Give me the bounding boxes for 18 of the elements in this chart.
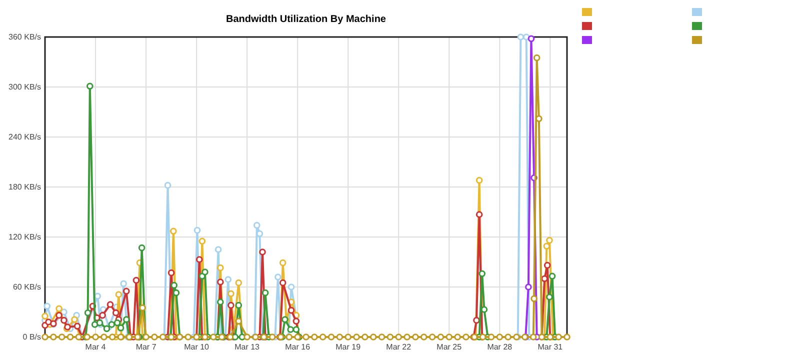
x-tick-label: Mar 16 (285, 342, 311, 352)
x-tick-label: Mar 19 (336, 342, 362, 352)
y-tick-label: 180 KB/s (8, 182, 41, 192)
x-tick-label: Mar 13 (234, 342, 260, 352)
x-tick-label: Mar 22 (386, 342, 412, 352)
chart-title: Bandwidth Utilization By Machine (226, 14, 386, 25)
x-tick-label: Mar 4 (85, 342, 106, 352)
y-tick-label: 120 KB/s (8, 232, 41, 242)
y-tick-label: 0 B/s (22, 332, 41, 342)
y-tick-label: 60 KB/s (12, 282, 41, 292)
x-tick-label: Mar 28 (487, 342, 513, 352)
x-tick-label: Mar 7 (136, 342, 157, 352)
x-tick-label: Mar 10 (184, 342, 210, 352)
x-tick-label: Mar 31 (538, 342, 564, 352)
x-tick-label: Mar 25 (436, 342, 462, 352)
y-tick-label: 240 KB/s (8, 132, 41, 142)
y-tick-label: 360 KB/s (8, 32, 41, 42)
y-tick-label: 300 KB/s (8, 82, 41, 92)
